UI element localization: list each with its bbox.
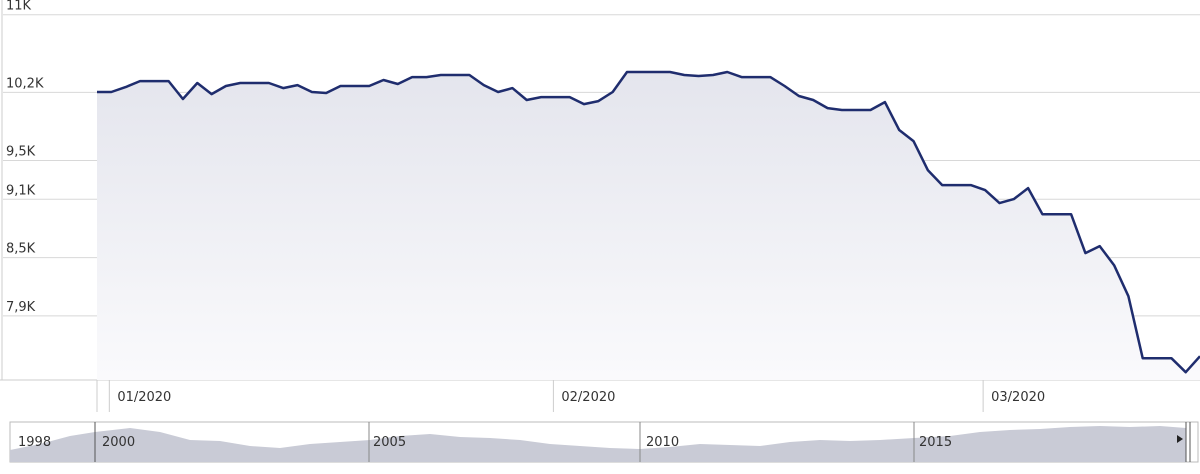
x-tick-label: 01/2020 (117, 390, 171, 405)
y-tick-label: 9,1K (6, 183, 36, 198)
x-tick-label: 03/2020 (991, 390, 1045, 405)
navigator-arrow[interactable] (1177, 435, 1183, 443)
navigator-area (10, 426, 1186, 462)
navigator-label: 2000 (102, 435, 135, 450)
y-tick-label: 8,5K (6, 242, 36, 257)
navigator-label: 2010 (646, 435, 679, 450)
x-tick-label: 02/2020 (561, 390, 615, 405)
y-tick-label: 10,2K (6, 76, 44, 91)
y-tick-label: 9,5K (6, 144, 36, 159)
area-fill (97, 72, 1200, 380)
navigator[interactable] (9, 421, 1199, 463)
y-tick-label: 7,9K (6, 300, 36, 315)
navigator-label: 2015 (919, 435, 952, 450)
navigator-label: 2005 (373, 435, 406, 450)
navigator-label: 1998 (18, 435, 51, 450)
y-tick-label: 11K (6, 0, 32, 14)
line (97, 70, 1200, 374)
